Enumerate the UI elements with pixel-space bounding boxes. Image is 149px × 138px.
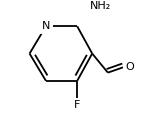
Text: NH₂: NH₂ — [90, 1, 111, 11]
Text: O: O — [125, 62, 134, 71]
Text: F: F — [74, 100, 80, 110]
Text: N: N — [42, 21, 50, 31]
